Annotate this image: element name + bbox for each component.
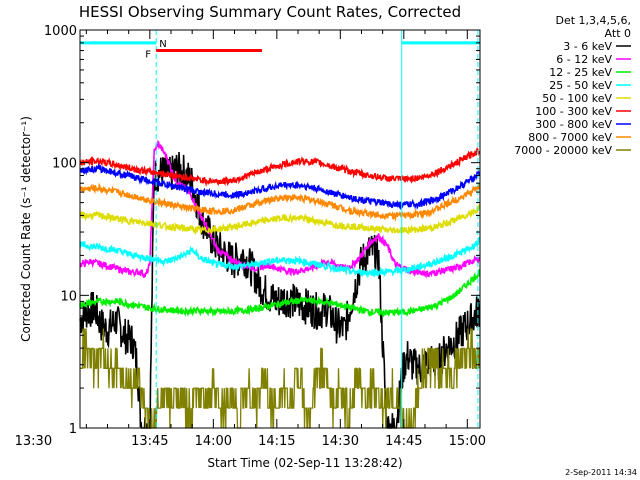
axis-layer: 1 10 100 1000 13:30 13:45 14:00 14:15 14:30 14:45…	[15, 24, 486, 449]
x-tick-label: 15:00	[449, 434, 486, 449]
legend-label: 25 - 50 keV	[549, 79, 612, 92]
legend-label: 3 - 6 keV	[563, 40, 612, 53]
chart-title: HESSI Observing Summary Count Rates, Cor…	[79, 3, 461, 21]
legend-label: 300 - 800 keV	[535, 118, 612, 131]
legend-label: 12 - 25 keV	[549, 66, 612, 79]
series-line-1	[79, 151, 481, 429]
series-line-6	[79, 147, 481, 187]
series-line-7	[79, 163, 481, 211]
legend-header: Att 0	[605, 27, 631, 40]
x-axis-label: Start Time (02-Sep-11 13:28:42)	[207, 456, 402, 470]
y-tick-label: 1	[69, 422, 77, 437]
x-tick-label: 14:15	[258, 434, 295, 449]
legend-label: 7000 - 20000 keV	[514, 144, 612, 157]
series-line-8	[79, 182, 481, 222]
legend-label: 100 - 300 keV	[535, 105, 612, 118]
x-tick-label: 13:45	[131, 434, 168, 449]
y-tick-label: 1000	[44, 24, 77, 39]
x-tick-label: 14:00	[195, 434, 232, 449]
legend-label: 800 - 7000 keV	[528, 131, 612, 144]
y-tick-label: 100	[52, 157, 77, 172]
annotation-label-3: F	[145, 50, 151, 61]
y-axis-label: Corrected Count Rate (s⁻¹ detector⁻¹)	[19, 116, 33, 342]
x-tick-label: 13:30	[15, 434, 52, 449]
plot-frame	[79, 29, 481, 429]
legend-label: 6 - 12 keV	[556, 53, 612, 66]
y-tick-label: 10	[60, 289, 77, 304]
legend-header: Det 1,3,4,5,6,	[555, 14, 631, 27]
timestamp: 2-Sep-2011 14:34	[565, 468, 637, 477]
series-line-3	[79, 268, 481, 318]
annotation-label-1: N	[159, 39, 166, 50]
series-layer	[79, 139, 481, 429]
series-line-4	[79, 236, 480, 279]
x-tick-label: 14:45	[385, 434, 422, 449]
series-line-5	[79, 203, 481, 236]
legend-label: 50 - 100 keV	[542, 92, 612, 105]
x-tick-label: 14:30	[322, 434, 359, 449]
annotation-layer: NF	[80, 39, 480, 61]
vline-layer	[155, 30, 479, 428]
